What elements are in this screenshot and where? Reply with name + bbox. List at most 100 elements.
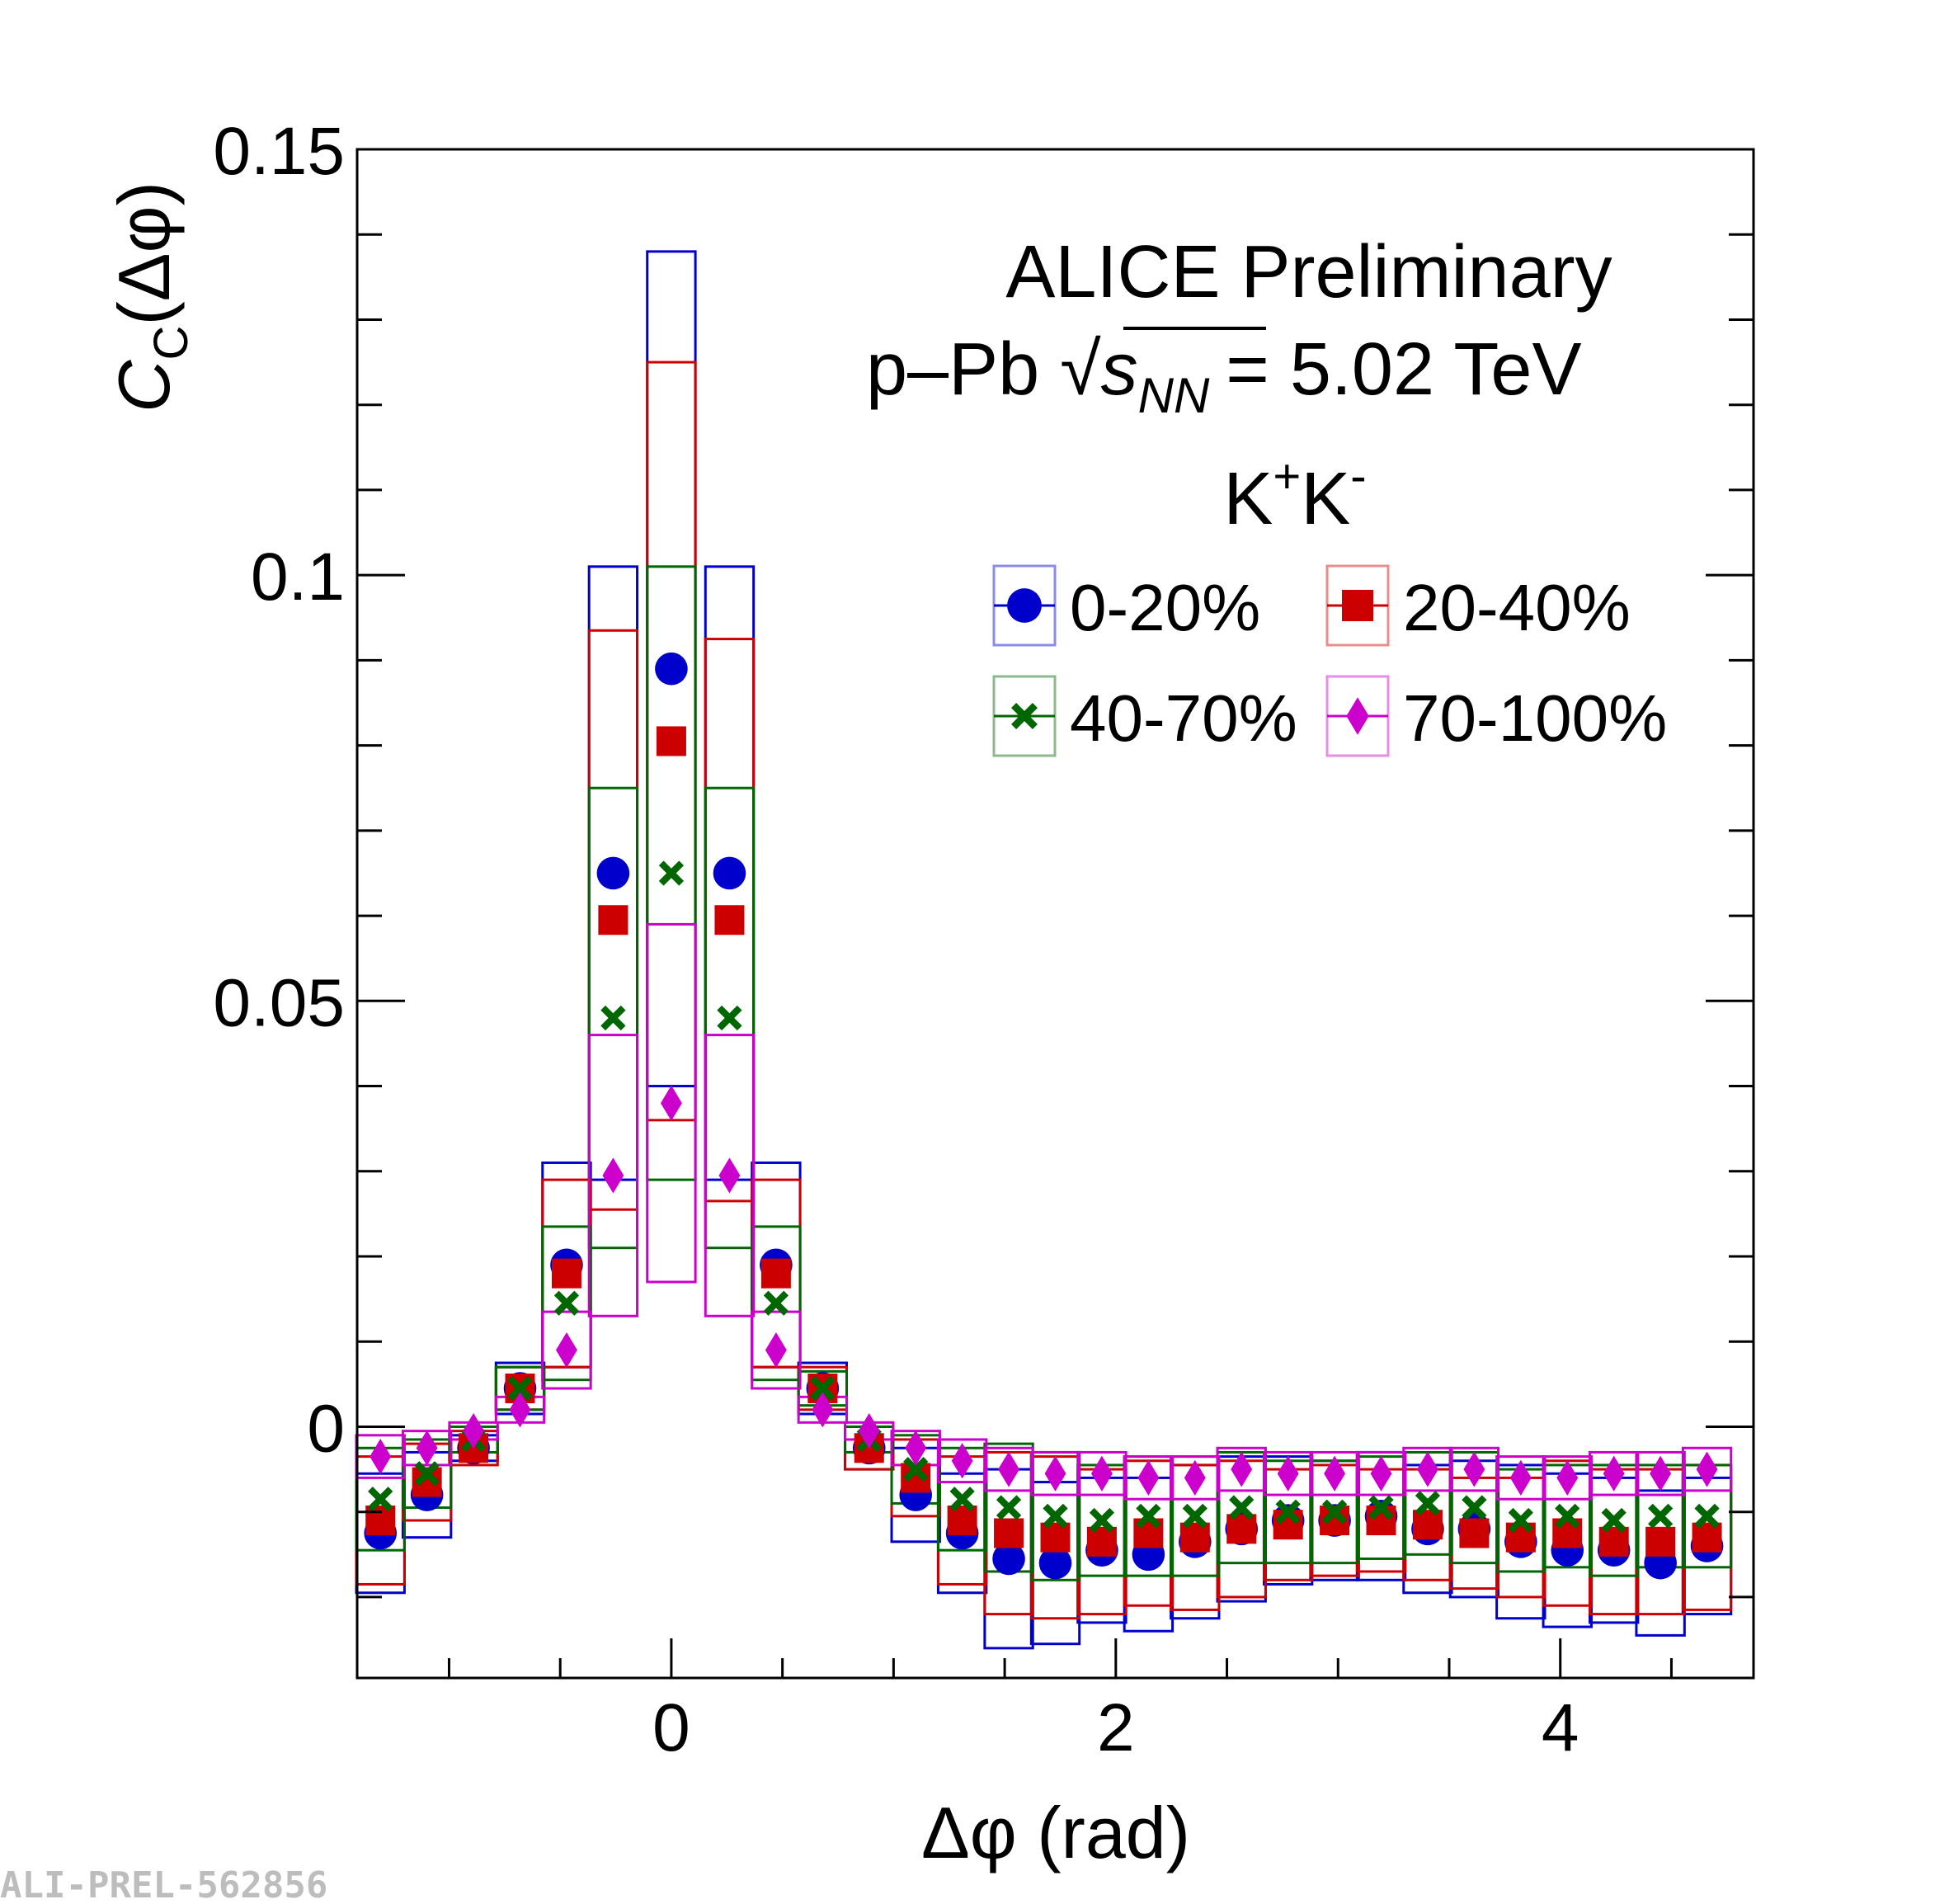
- sys-box-3-4: [541, 1310, 592, 1390]
- data-point-3-22: [1417, 1451, 1438, 1487]
- sys-box-3-21: [1355, 1450, 1407, 1496]
- data-point-1-26: [1598, 1526, 1629, 1557]
- legend: 0-20% 20-40% 40-70% 70-100%: [992, 564, 1667, 757]
- data-point-3-4: [555, 1331, 577, 1369]
- sys-box-3-13: [983, 1446, 1034, 1492]
- legend-marker: [1007, 588, 1042, 623]
- sys-box-3-16: [1123, 1455, 1175, 1501]
- data-point-2-4: [553, 1290, 580, 1316]
- y-tick-label: 0: [307, 1391, 345, 1466]
- sys-box-3-17: [1170, 1455, 1221, 1501]
- legend-label: 70-100%: [1403, 681, 1667, 755]
- y-tick-label: 0.05: [213, 965, 345, 1040]
- data-point-2-16: [1136, 1503, 1161, 1529]
- data-point-1-14: [1040, 1522, 1071, 1553]
- data-point-1-15: [1086, 1526, 1117, 1557]
- data-point-2-12: [949, 1487, 975, 1512]
- plot-frame: [355, 148, 1755, 1680]
- legend-label: 20-40%: [1403, 571, 1631, 644]
- data-point-3-21: [1370, 1455, 1392, 1492]
- data-point-1-8: [760, 1258, 791, 1289]
- data-point-3-5: [602, 1157, 624, 1194]
- collision-system-label: p–Pb √sNN = 5.02 TeV: [866, 327, 1581, 423]
- data-point-3-0: [370, 1438, 392, 1475]
- legend-marker: [1342, 590, 1373, 621]
- data-point-2-7: [717, 1005, 742, 1031]
- data-point-2-15: [1089, 1507, 1115, 1534]
- data-point-1-12: [947, 1506, 977, 1536]
- data-point-2-5: [600, 1005, 626, 1031]
- data-point-3-19: [1277, 1455, 1299, 1492]
- sys-box-3-20: [1309, 1450, 1360, 1496]
- sys-box-2-8: [751, 1225, 802, 1382]
- y-tick-label: 0.1: [251, 540, 345, 615]
- sys-box-2-4: [541, 1225, 592, 1382]
- legend-entry-0: 0-20%: [992, 564, 1260, 647]
- legend-entry-1: 20-40%: [1325, 564, 1631, 647]
- data-point-0-6: [655, 652, 688, 686]
- data-point-2-1: [414, 1461, 440, 1487]
- data-point-3-25: [1556, 1459, 1579, 1496]
- data-point-3-2: [463, 1413, 485, 1449]
- data-point-2-28: [1694, 1503, 1720, 1529]
- data-markers: [364, 652, 1724, 1580]
- data-point-2-11: [903, 1456, 929, 1482]
- sys-box-3-12: [936, 1438, 988, 1484]
- data-point-2-6: [658, 860, 685, 886]
- data-point-2-26: [1601, 1507, 1627, 1534]
- data-point-2-19: [1275, 1499, 1301, 1525]
- data-point-0-13: [992, 1542, 1025, 1576]
- data-point-3-15: [1090, 1455, 1113, 1492]
- legend-marker: [1011, 703, 1038, 729]
- data-point-1-4: [551, 1258, 581, 1289]
- y-axis-label: CC(Δφ): [103, 181, 198, 412]
- data-point-0-7: [713, 856, 746, 890]
- sys-box-2-6: [646, 565, 697, 1181]
- data-point-2-8: [763, 1290, 789, 1316]
- sys-box-3-6: [646, 922, 697, 1284]
- watermark: ALI-PREL-562856: [0, 1864, 327, 1904]
- data-point-3-20: [1324, 1455, 1346, 1492]
- sys-box-3-28: [1681, 1446, 1733, 1492]
- sys-box-3-14: [1029, 1450, 1081, 1496]
- sys-box-2-5: [587, 786, 639, 1250]
- x-tick-label: 2: [1097, 1690, 1135, 1765]
- data-point-3-1: [416, 1430, 438, 1466]
- data-point-3-8: [765, 1331, 787, 1369]
- y-tick-label: 0.15: [213, 114, 345, 189]
- sys-box-3-22: [1402, 1446, 1453, 1492]
- axis-ticks: [357, 148, 1754, 1678]
- data-point-1-13: [994, 1518, 1024, 1548]
- data-point-2-14: [1043, 1503, 1068, 1529]
- data-point-0-5: [596, 856, 630, 890]
- sys-box-3-27: [1635, 1450, 1686, 1496]
- data-point-3-9: [812, 1392, 834, 1428]
- sys-box-3-5: [587, 1034, 639, 1317]
- legend-marker: [1346, 697, 1369, 735]
- data-point-1-17: [1179, 1522, 1210, 1553]
- sys-box-3-23: [1448, 1446, 1500, 1492]
- data-point-1-6: [656, 726, 686, 756]
- data-point-2-24: [1508, 1507, 1533, 1534]
- x-tick-label: 0: [652, 1690, 690, 1765]
- data-point-3-11: [905, 1430, 927, 1466]
- data-point-1-7: [714, 905, 745, 936]
- sys-box-3-26: [1589, 1450, 1640, 1496]
- data-point-3-23: [1463, 1451, 1485, 1487]
- sys-box-3-19: [1262, 1450, 1314, 1496]
- data-point-2-17: [1182, 1503, 1208, 1529]
- data-point-3-7: [718, 1157, 741, 1194]
- systematic-boxes: [355, 250, 1733, 1650]
- data-point-2-27: [1648, 1503, 1674, 1529]
- legend-label: 0-20%: [1070, 571, 1260, 644]
- data-point-2-21: [1368, 1495, 1394, 1520]
- sys-box-3-18: [1216, 1446, 1267, 1492]
- data-point-3-18: [1231, 1451, 1253, 1487]
- data-point-2-23: [1462, 1495, 1487, 1520]
- chart-title: ALICE Preliminary: [1005, 231, 1612, 313]
- data-point-2-25: [1555, 1503, 1580, 1529]
- sys-box-3-25: [1542, 1455, 1593, 1501]
- legend-entry-2: 40-70%: [992, 675, 1297, 757]
- data-point-3-16: [1137, 1459, 1160, 1496]
